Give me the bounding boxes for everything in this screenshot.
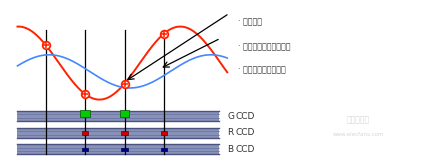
Bar bbox=[120, 110, 129, 117]
Text: · 输入信号: · 输入信号 bbox=[238, 17, 262, 26]
Text: R: R bbox=[227, 128, 233, 137]
Bar bbox=[121, 148, 128, 151]
Bar bbox=[82, 148, 88, 151]
Text: CCD: CCD bbox=[236, 145, 255, 154]
Bar bbox=[17, 128, 218, 138]
Bar bbox=[82, 131, 88, 135]
Text: www.elecfans.com: www.elecfans.com bbox=[333, 132, 384, 137]
Bar bbox=[161, 148, 167, 151]
Bar bbox=[17, 111, 218, 121]
Bar bbox=[161, 131, 167, 135]
Text: 电子发烧友: 电子发烧友 bbox=[347, 115, 370, 124]
Bar bbox=[17, 144, 218, 154]
Bar bbox=[80, 110, 90, 117]
Text: CCD: CCD bbox=[236, 112, 255, 121]
Bar bbox=[121, 131, 128, 135]
Text: G: G bbox=[227, 112, 234, 121]
Text: B: B bbox=[227, 145, 233, 154]
Text: · 画像无偏的输出信号: · 画像无偏的输出信号 bbox=[238, 65, 286, 74]
Text: · 像素偏移后的输出信号: · 像素偏移后的输出信号 bbox=[238, 42, 291, 51]
Text: CCD: CCD bbox=[236, 128, 255, 137]
